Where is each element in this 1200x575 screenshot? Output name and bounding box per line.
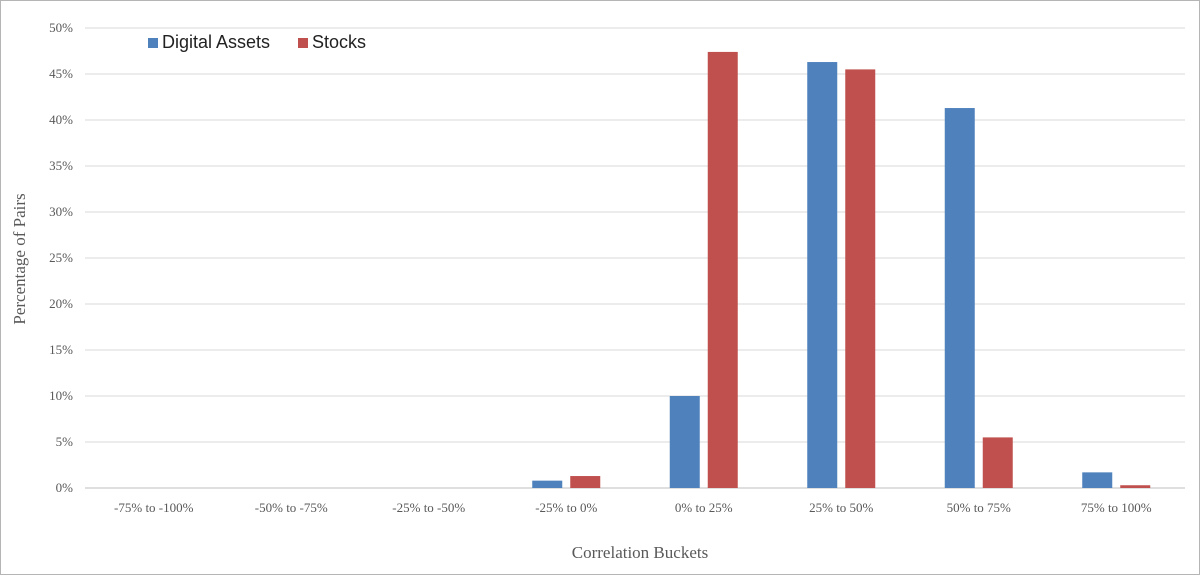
y-axis-title: Percentage of Pairs [10,193,29,324]
gridlines [85,27,1185,489]
y-tick-label: 20% [49,296,73,311]
y-tick-label: 50% [49,20,73,35]
y-tick-label: 0% [56,480,74,495]
x-tick-label: 50% to 75% [947,500,1011,515]
y-tick-label: 40% [49,112,73,127]
y-axis-ticks: 0% 5% 10% 15% 20% 25% 30% 35% 40% 45% 50% [49,20,73,495]
x-tick-label: -75% to -100% [114,500,194,515]
legend: Digital Assets Stocks [148,32,366,52]
legend-swatch [298,38,308,48]
x-axis-title: Correlation Buckets [572,543,708,562]
y-tick-label: 45% [49,66,73,81]
y-tick-label: 25% [49,250,73,265]
x-tick-label: -50% to -75% [255,500,328,515]
bar-digital-assets [807,62,838,488]
x-tick-label: -25% to 0% [535,500,597,515]
bar-stocks [570,476,601,488]
bar-digital-assets [944,108,975,488]
x-tick-label: 75% to 100% [1081,500,1152,515]
bar-stocks [982,437,1013,488]
bar-stocks [1120,485,1151,488]
bar-stocks [707,51,738,489]
bar-digital-assets [669,396,700,488]
bar-digital-assets [532,480,563,488]
y-tick-label: 15% [49,342,73,357]
legend-swatch [148,38,158,48]
x-tick-label: -25% to -50% [392,500,465,515]
x-axis-ticks: -75% to -100% -50% to -75% -25% to -50% -25… [114,500,1152,515]
y-tick-label: 5% [56,434,74,449]
bars [532,51,1151,489]
legend-label: Digital Assets [162,32,270,52]
y-tick-label: 30% [49,204,73,219]
x-tick-label: 0% to 25% [675,500,733,515]
bar-digital-assets [1082,472,1113,488]
y-tick-label: 10% [49,388,73,403]
bar-stocks [845,69,876,489]
legend-label: Stocks [312,32,366,52]
y-tick-label: 35% [49,158,73,173]
x-tick-label: 25% to 50% [809,500,873,515]
